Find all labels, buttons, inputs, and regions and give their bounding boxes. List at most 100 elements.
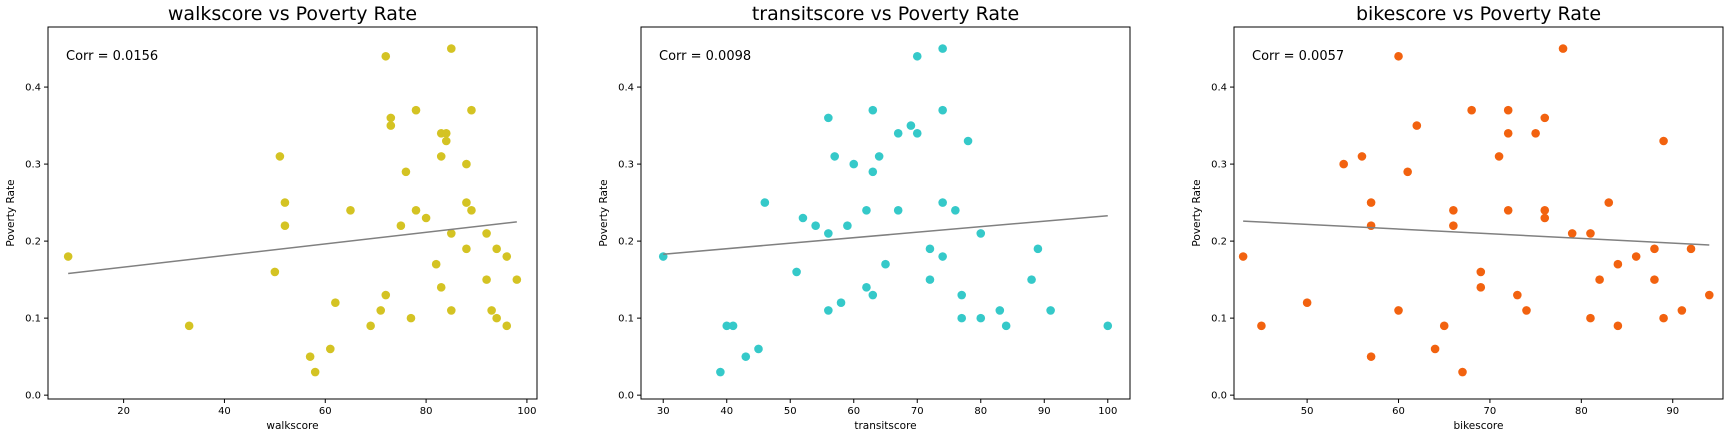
data-point [411, 206, 421, 215]
data-point [938, 105, 947, 115]
data-point [502, 252, 512, 261]
data-point [326, 344, 335, 354]
chart-title: walkscore vs Poverty Rate [168, 3, 417, 25]
trend-line [663, 214, 1108, 255]
data-point [462, 198, 471, 207]
data-point [957, 313, 967, 323]
data-point [1033, 244, 1043, 254]
data-point [1366, 221, 1376, 231]
chart-panel-3: bikescore vs Poverty Rate 50 60 70 80 90 0.0 0.… [1191, 3, 1724, 432]
data-point [421, 213, 431, 223]
y-tick-label: 0.3 [25, 160, 41, 171]
data-point [1540, 213, 1550, 223]
x-tick-label: 100 [517, 406, 536, 417]
data-point [957, 290, 967, 300]
data-point [722, 321, 732, 331]
data-point [462, 159, 471, 169]
y-tick-label: 0.1 [25, 314, 41, 325]
data-point [386, 113, 396, 123]
data-point [446, 44, 456, 53]
data-point [512, 275, 522, 284]
data-point [836, 298, 846, 308]
data-point [396, 221, 406, 231]
data-point [1027, 275, 1036, 284]
data-point [1586, 313, 1595, 323]
y-tick-label: 0.4 [25, 83, 41, 94]
data-point [1476, 283, 1486, 292]
x-tick-label: 20 [117, 406, 130, 417]
data-point [1513, 290, 1522, 300]
data-point [441, 136, 451, 146]
data-point [406, 313, 416, 323]
chart-title: bikescore vs Poverty Rate [1356, 3, 1601, 25]
y-tick-label: 0.1 [618, 314, 634, 325]
y-tick-label: 0.2 [25, 237, 41, 248]
data-point [1412, 121, 1422, 130]
data-point [824, 229, 833, 238]
data-point [1103, 321, 1113, 331]
data-point [1046, 306, 1055, 315]
data-point [976, 313, 986, 323]
data-point [1458, 367, 1467, 377]
chart-panel-2: transitscore vs Poverty Rate 30 40 50 60 70 80… [598, 3, 1131, 432]
data-point [401, 167, 411, 177]
data-point [482, 229, 491, 238]
correlation-annotation: Corr = 0.0057 [1252, 49, 1344, 64]
data-point [386, 121, 396, 130]
data-point [881, 259, 890, 269]
data-point [938, 252, 947, 261]
x-tick-label: 80 [420, 406, 433, 417]
data-point [280, 198, 290, 207]
data-point [1403, 167, 1412, 177]
data-point [1394, 306, 1403, 315]
data-point [1494, 152, 1504, 161]
data-point [436, 152, 446, 161]
data-point [1604, 198, 1614, 207]
y-tick-label: 0.0 [618, 391, 634, 402]
data-point [1704, 290, 1714, 300]
data-point [1394, 51, 1403, 61]
data-point [1503, 128, 1513, 138]
x-axis-label: transitscore [854, 420, 916, 432]
data-point [1339, 159, 1348, 169]
data-point [381, 290, 391, 300]
data-point [912, 128, 922, 138]
data-point [976, 229, 986, 238]
data-point [441, 128, 451, 138]
data-point [270, 267, 280, 277]
x-tick-label: 50 [784, 406, 797, 417]
data-point [462, 244, 471, 254]
data-point [1686, 244, 1696, 254]
y-axis-label: Poverty Rate [5, 179, 17, 246]
data-point [824, 306, 833, 315]
data-point [1476, 267, 1486, 277]
data-point [1531, 128, 1540, 138]
data-point [754, 344, 763, 354]
trend-line [1243, 220, 1710, 246]
data-point [487, 306, 496, 315]
x-tick-label: 50 [1301, 406, 1314, 417]
x-tick-label: 60 [319, 406, 332, 417]
data-point [951, 206, 960, 215]
y-tick-label: 0.0 [1211, 391, 1227, 402]
x-tick-label: 30 [657, 406, 670, 417]
data-point [467, 206, 476, 215]
data-point [862, 283, 871, 292]
y-tick-label: 0.4 [1211, 83, 1227, 94]
data-point [310, 367, 320, 377]
data-point [925, 275, 935, 284]
data-point [436, 283, 446, 292]
data-point [938, 198, 947, 207]
data-point [843, 221, 852, 231]
data-point [811, 221, 820, 231]
data-point [411, 105, 421, 115]
data-point [912, 51, 922, 61]
plot-frame [640, 26, 1131, 400]
data-point [376, 306, 386, 315]
y-tick-label: 0.3 [618, 160, 634, 171]
y-tick-label: 0.1 [1211, 314, 1227, 325]
data-point [467, 105, 476, 115]
data-point [1001, 321, 1011, 331]
data-point [1439, 321, 1449, 331]
y-axis-label: Poverty Rate [598, 179, 610, 246]
